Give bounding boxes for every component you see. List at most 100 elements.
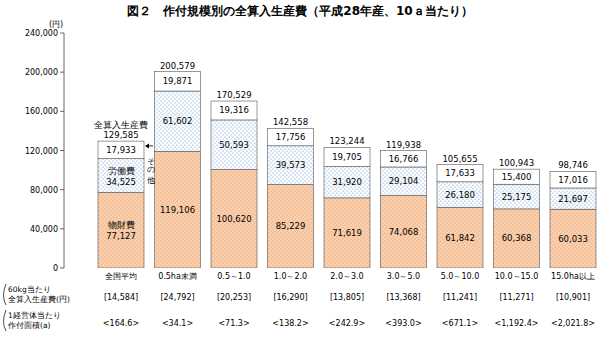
category-label: 10.0～15.0: [495, 272, 539, 281]
arrow-head: [145, 143, 149, 148]
bar-segment: [268, 128, 314, 145]
data-label: 100,620: [216, 214, 251, 224]
bar-segment: [324, 167, 370, 198]
y-tick-label: 240,000: [25, 29, 58, 38]
row-value: <71.3>: [218, 319, 249, 328]
data-label: 74,068: [389, 227, 419, 237]
bar-segment: [98, 141, 144, 159]
row-value: <2,021.8>: [551, 319, 595, 328]
data-label: 60,368: [502, 233, 532, 243]
row-value: [20,253]: [217, 293, 251, 302]
bar-segment: [437, 165, 483, 182]
category-label: 5.0～10.0: [441, 272, 480, 281]
data-label: 85,229: [276, 221, 306, 231]
total-name: 全算入生産費: [94, 120, 148, 130]
total-label: 123,244: [329, 136, 364, 146]
bar-segment: [437, 207, 483, 268]
y-tick-label: 80,000: [30, 186, 58, 195]
data-label: 77,127: [106, 231, 136, 241]
bar-segment: [98, 159, 144, 193]
data-label: 39,573: [276, 160, 306, 170]
data-label: 61,602: [163, 116, 193, 126]
bracket: [4, 310, 7, 331]
data-label: 61,842: [445, 233, 475, 243]
data-label: 17,016: [558, 175, 588, 185]
category-label: 0.5ha未満: [158, 272, 197, 281]
data-label: 19,316: [219, 105, 249, 115]
bar-segment: [268, 146, 314, 185]
total-label: 200,579: [160, 61, 195, 71]
row-label: 1経営体当たり: [8, 311, 61, 320]
row-value: <671.1>: [442, 319, 478, 328]
row-value: [13,805]: [330, 293, 364, 302]
row-value: [10,901]: [556, 293, 590, 302]
row-value: [11,271]: [499, 293, 533, 302]
bar-segment: [324, 198, 370, 268]
chart: 図２ 作付規模別の全算入生産費（平成28年産、10ａ当たり）(円)040,000…: [0, 0, 600, 350]
bar-segment: [155, 72, 201, 91]
bar-segment: [324, 147, 370, 166]
bar-segment: [494, 184, 540, 209]
category-label: 3.0～5.0: [387, 272, 420, 281]
row-value: <138.2>: [272, 319, 308, 328]
data-label: 29,104: [389, 176, 419, 186]
bar-segment: [550, 209, 596, 268]
total-label: 98,746: [558, 160, 588, 170]
row-value: <1,192.4>: [495, 319, 539, 328]
y-tick: [60, 189, 64, 190]
category-label: 15.0ha以上: [551, 272, 595, 281]
data-label: 34,525: [106, 177, 136, 187]
row-label: 60kg当たり: [8, 285, 51, 294]
row-value: <164.6>: [103, 319, 139, 328]
bar-segment: [494, 169, 540, 184]
data-label: 71,619: [332, 228, 362, 238]
y-tick: [60, 150, 64, 151]
series-name: その他: [146, 152, 155, 185]
row-value: [16,290]: [273, 293, 307, 302]
data-label: 26,180: [445, 190, 475, 200]
bar-segment: [155, 91, 201, 151]
row-value: <34.1>: [162, 319, 193, 328]
labels: 物財費77,127労働費34,52517,933その他129,585全算入生産費…: [94, 61, 588, 244]
y-tick: [60, 33, 64, 34]
data-label: 119,106: [160, 205, 195, 215]
bar-segment: [381, 167, 427, 195]
data-label: 19,705: [332, 152, 362, 162]
category-label: 2.0～3.0: [330, 272, 363, 281]
bar-segment: [437, 182, 483, 208]
y-tick-label: 160,000: [25, 107, 58, 116]
data-label: 25,175: [502, 192, 532, 202]
bracket: [4, 284, 7, 305]
row-value: [24,792]: [160, 293, 194, 302]
y-unit: (円): [49, 20, 63, 29]
row-value: <242.9>: [329, 319, 365, 328]
y-tick-label: 200,000: [25, 68, 58, 77]
row-label: 作付面積(a): [7, 321, 51, 330]
total-label: 105,655: [442, 154, 477, 164]
total-label: 170,529: [216, 90, 251, 100]
total-label: 129,585: [103, 130, 138, 140]
category-label: 1.0～2.0: [274, 272, 307, 281]
title: 図２ 作付規模別の全算入生産費（平成28年産、10ａ当たり）: [127, 4, 472, 18]
data-label: 17,633: [445, 168, 475, 178]
row-value: [11,241]: [443, 293, 477, 302]
total-label: 142,558: [273, 117, 308, 127]
bar-segment: [381, 151, 427, 167]
bar-segment: [381, 195, 427, 268]
category-label: 0.5～1.0: [217, 272, 250, 281]
row-value: <393.0>: [385, 319, 421, 328]
bar-segment: [494, 209, 540, 268]
bar-segment: [211, 101, 257, 120]
data-label: 21,697: [558, 194, 588, 204]
row-label: 全算入生産費(円): [8, 295, 70, 304]
data-label: 15,400: [502, 172, 532, 182]
y-tick-label: 40,000: [30, 225, 58, 234]
data-label: 31,920: [332, 177, 362, 187]
row-value: [13,368]: [386, 293, 420, 302]
total-label: 100,943: [499, 158, 534, 168]
row-value: [14,584]: [104, 293, 138, 302]
bar-segment: [268, 185, 314, 268]
bar-segment: [98, 192, 144, 268]
y-tick-label: 120,000: [25, 147, 58, 156]
bars: [98, 72, 596, 268]
